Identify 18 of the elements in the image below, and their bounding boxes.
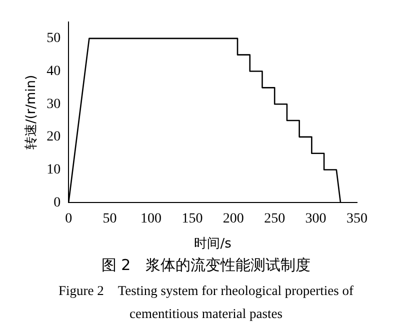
x-tick-label: 150 bbox=[182, 212, 203, 227]
y-tick-label: 40 bbox=[46, 64, 61, 79]
y-tick-label: 0 bbox=[54, 195, 61, 210]
y-axis-title: 转速/(r/min) bbox=[24, 74, 40, 150]
y-tick-label: 10 bbox=[46, 162, 61, 178]
x-tick-label: 300 bbox=[305, 212, 326, 227]
x-tick-label: 350 bbox=[346, 212, 368, 227]
x-tick-label: 250 bbox=[264, 212, 286, 227]
x-tick-label: 0 bbox=[65, 212, 72, 227]
x-tick-label: 50 bbox=[102, 212, 117, 227]
y-tick-label: 30 bbox=[46, 96, 61, 112]
text: Figure 2 Testing system for rheological properties of cementitious material pastes bbox=[58, 282, 354, 323]
x-tick-label: 100 bbox=[140, 212, 162, 227]
x-axis-title: 时间/s bbox=[194, 236, 232, 252]
y-tick-label: 50 bbox=[46, 31, 61, 46]
x-tick-label: 200 bbox=[222, 212, 244, 227]
y-tick-label: 20 bbox=[46, 130, 61, 145]
text: 图 2 浆体的流变性能测试制度 bbox=[100, 256, 312, 275]
